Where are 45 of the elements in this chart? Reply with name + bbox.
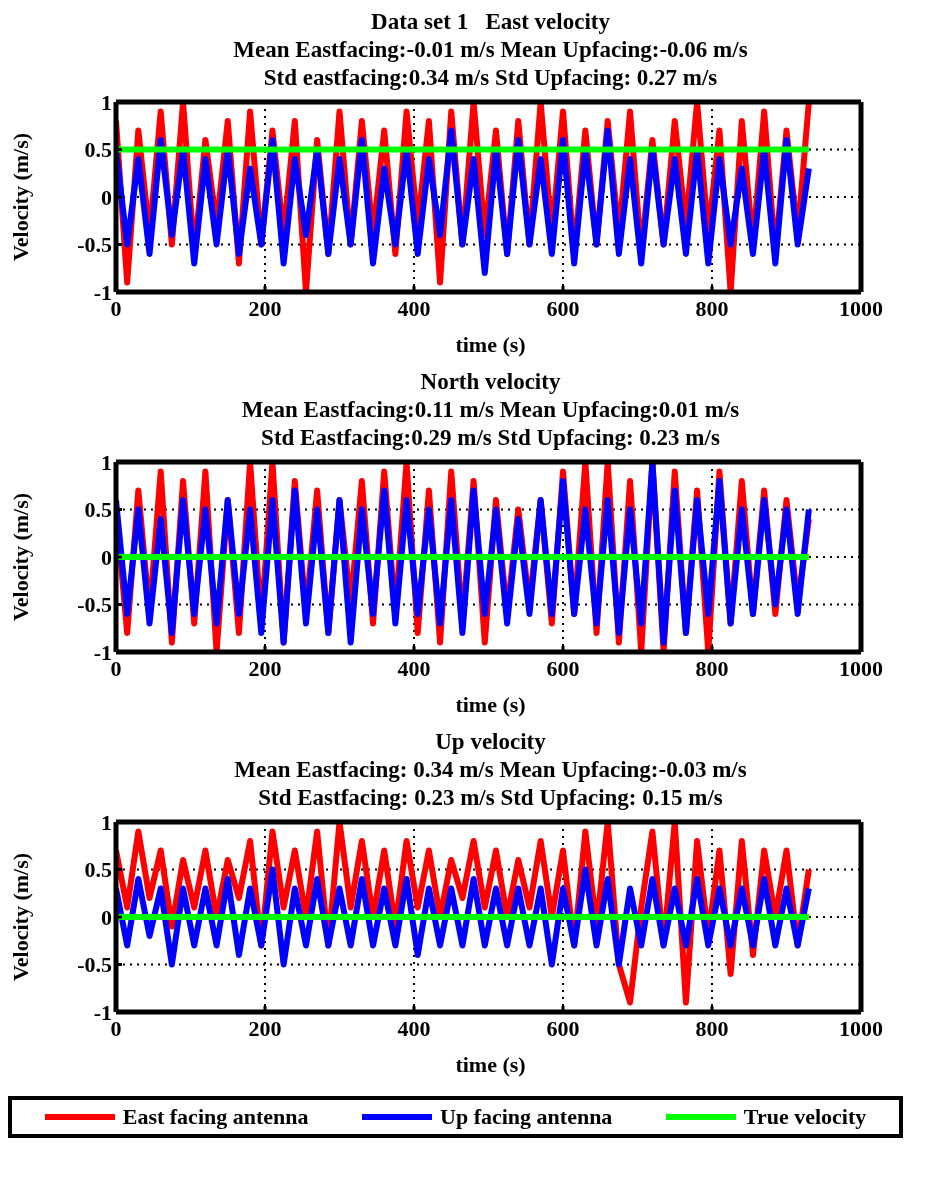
- y-tick-label: 0.5: [84, 857, 112, 883]
- y-tick-label: 0: [101, 904, 112, 930]
- legend-label: East facing antenna: [122, 1104, 309, 1130]
- y-tick-label: 0.5: [84, 137, 112, 163]
- legend-label: True velocity: [743, 1104, 867, 1130]
- y-tick-label: -0.5: [77, 592, 112, 618]
- chart-subtitle: Mean Eastfacing:0.11 m/s Mean Upfacing:0.01 m/s Std Eastfacing:0.29 m/s Std Upfacing: 0.23 m/s: [240, 396, 741, 450]
- x-tick-label: 200: [248, 295, 282, 321]
- x-tick-label: 200: [248, 655, 282, 681]
- y-axis-title: Velocity (m/s): [7, 492, 33, 622]
- x-tick-label: 1000: [839, 655, 883, 681]
- x-axis-title: time (s): [454, 1052, 527, 1078]
- x-tick-label: 400: [397, 655, 431, 681]
- chart-title: North velocity: [419, 368, 562, 396]
- chart-subtitle: Mean Eastfacing: 0.34 m/s Mean Upfacing:-0.03 m/s Std Eastfacing: 0.23 m/s Std Upfacing: 0.15 m/s: [233, 756, 748, 810]
- y-tick-label: 0: [101, 544, 112, 570]
- y-axis-title: Velocity (m/s): [7, 132, 33, 262]
- x-tick-label: 800: [695, 295, 729, 321]
- x-tick-label: 800: [695, 655, 729, 681]
- x-tick-label: 1000: [839, 295, 883, 321]
- chart-title: Up velocity: [434, 728, 547, 756]
- y-tick-label: 0.5: [84, 497, 112, 523]
- x-axis-title: time (s): [454, 332, 527, 358]
- chart-subtitle: Mean Eastfacing:-0.01 m/s Mean Upfacing:-0.06 m/s Std eastfacing:0.34 m/s Std Upfacing: 0.27 m/s: [232, 36, 749, 90]
- x-tick-label: 200: [248, 1015, 282, 1041]
- y-axis-title: Velocity (m/s): [7, 852, 33, 982]
- x-tick-label: 600: [546, 295, 580, 321]
- y-tick-label: -1: [93, 639, 112, 665]
- legend-label: Up facing antenna: [440, 1104, 613, 1130]
- chart-title: Data set 1 East velocity: [370, 8, 611, 36]
- x-tick-label: 600: [546, 1015, 580, 1041]
- y-tick-label: -0.5: [77, 952, 112, 978]
- x-tick-label: 1000: [839, 1015, 883, 1041]
- y-tick-label: -1: [93, 279, 112, 305]
- x-tick-label: 400: [397, 295, 431, 321]
- x-axis-title: time (s): [454, 692, 527, 718]
- y-tick-label: -0.5: [77, 232, 112, 258]
- y-tick-label: 1: [101, 449, 112, 475]
- y-tick-label: 0: [101, 184, 112, 210]
- x-tick-label: 400: [397, 1015, 431, 1041]
- x-tick-label: 800: [695, 1015, 729, 1041]
- x-tick-label: 600: [546, 655, 580, 681]
- y-tick-label: 1: [101, 809, 112, 835]
- y-tick-label: 1: [101, 89, 112, 115]
- y-tick-label: -1: [93, 999, 112, 1025]
